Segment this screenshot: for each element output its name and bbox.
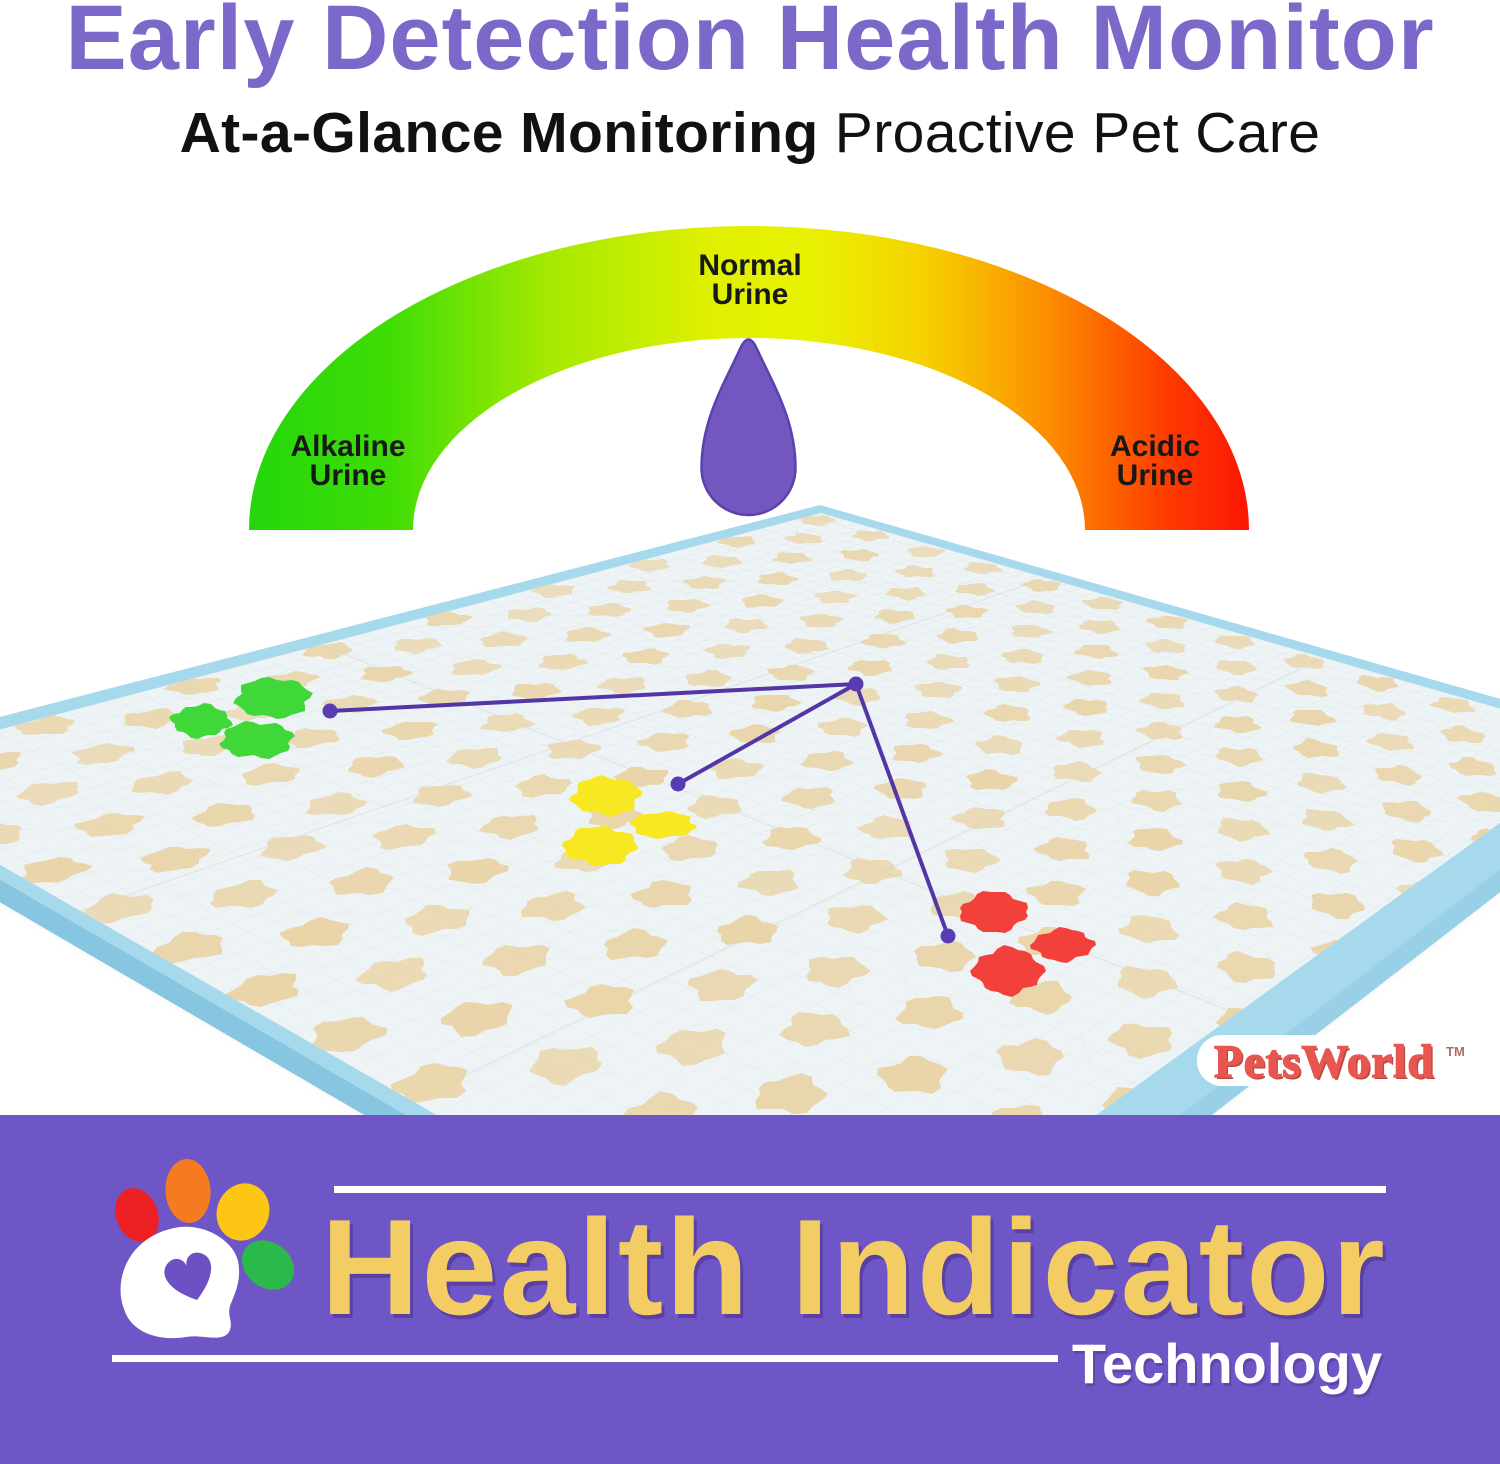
svg-text:TM: TM xyxy=(1446,1044,1465,1059)
svg-text:PetsWorld: PetsWorld xyxy=(1214,1036,1434,1088)
svg-text:PetsWorld: PetsWorld xyxy=(1216,1038,1436,1090)
